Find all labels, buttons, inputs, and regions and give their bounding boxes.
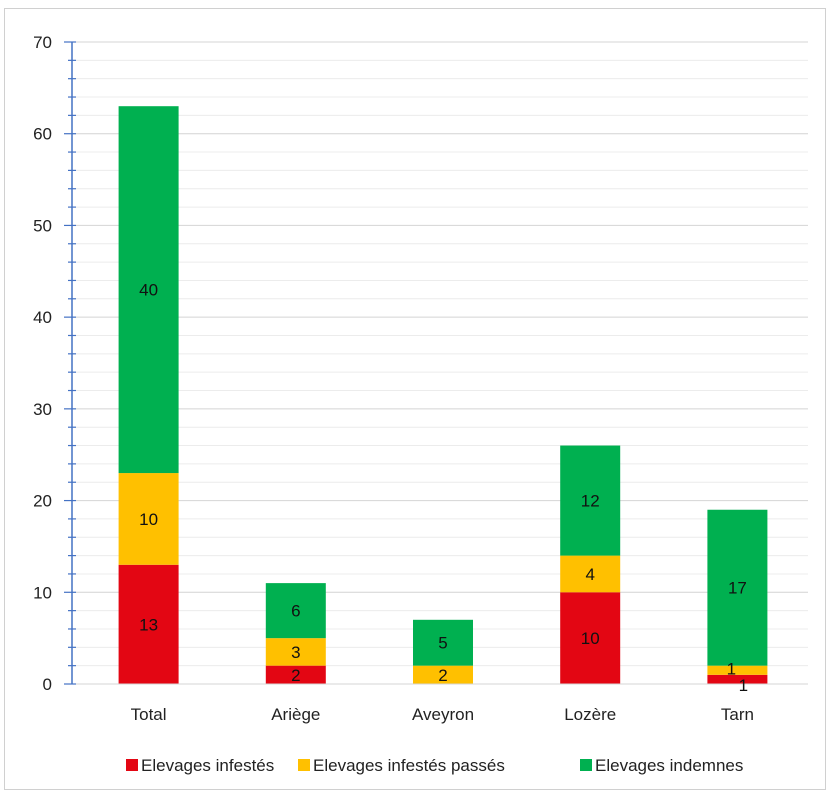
bar-segment <box>560 445 621 556</box>
y-tick-label: 50 <box>33 216 52 235</box>
bar-segment <box>118 106 179 474</box>
bar-segment <box>707 665 768 675</box>
y-tick-label: 40 <box>33 308 52 327</box>
legend-swatch <box>126 759 138 771</box>
data-label: 12 <box>581 492 600 511</box>
data-label: 17 <box>728 579 747 598</box>
legend-swatch <box>298 759 310 771</box>
category-label: Ariège <box>271 705 320 724</box>
legend-swatch <box>580 759 592 771</box>
legend-label: Elevages infestés <box>141 756 274 775</box>
legend-label: Elevages indemnes <box>595 756 743 775</box>
data-label: 1 <box>739 676 748 695</box>
legend: Elevages infestés Elevages infestés passé… <box>126 756 743 775</box>
category-label: Aveyron <box>412 705 474 724</box>
data-label: 10 <box>581 629 600 648</box>
legend-label: Elevages infestés passés <box>313 756 505 775</box>
y-tick-label: 60 <box>33 125 52 144</box>
bar-segment <box>707 674 768 684</box>
y-tick-label: 20 <box>33 492 52 511</box>
bar-segment <box>265 638 326 666</box>
y-tick-label: 0 <box>43 675 52 694</box>
data-label: 2 <box>291 666 300 685</box>
bar-segment <box>265 665 326 684</box>
data-label: 1 <box>727 660 736 679</box>
bar-segment <box>118 564 179 684</box>
data-label: 13 <box>139 615 158 634</box>
data-label: 2 <box>438 666 447 685</box>
bar-segment <box>413 665 473 684</box>
data-label: 40 <box>139 281 158 300</box>
data-label: 5 <box>438 634 447 653</box>
bar-segment <box>413 619 473 666</box>
category-labels: Total Ariège Aveyron Lozère Tarn <box>131 705 754 724</box>
data-label: 4 <box>585 565 594 584</box>
bars-group <box>118 106 768 684</box>
y-tick-label: 10 <box>33 583 52 602</box>
data-label: 6 <box>291 602 300 621</box>
category-label: Lozère <box>564 705 616 724</box>
y-tick-label: 70 <box>33 33 52 52</box>
category-label: Tarn <box>721 705 754 724</box>
bar-segment <box>118 473 179 565</box>
y-tick-label: 30 <box>33 400 52 419</box>
category-label: Total <box>131 705 167 724</box>
bar-segment <box>707 509 768 666</box>
bar-segment <box>560 592 621 684</box>
bar-segment <box>265 583 326 639</box>
gridlines <box>72 41 808 667</box>
bar-segment <box>560 555 621 593</box>
data-label: 3 <box>291 643 300 662</box>
y-axis: 0 10 20 30 40 50 60 70 <box>33 33 808 694</box>
data-label: 10 <box>139 510 158 529</box>
